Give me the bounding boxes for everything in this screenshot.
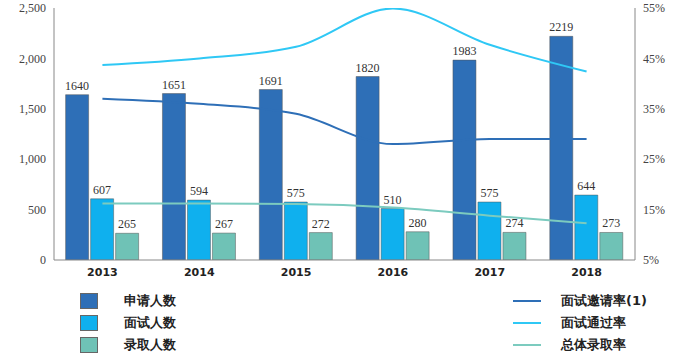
svg-text:273: 273 [602, 216, 620, 230]
html-text:录取人数: 录取人数 [124, 337, 176, 352]
svg-text:2014: 2014 [184, 266, 215, 279]
svg-text:575: 575 [287, 186, 305, 200]
svg-text:265: 265 [118, 217, 136, 231]
svg-text:55%: 55% [643, 1, 665, 15]
svg-text:2018: 2018 [571, 266, 602, 279]
svg-text:2013: 2013 [87, 266, 118, 279]
svg-text:644: 644 [577, 179, 595, 193]
svg-text:1651: 1651 [162, 78, 186, 92]
svg-text:1983: 1983 [452, 44, 476, 58]
svg-text:280: 280 [409, 216, 427, 230]
svg-text:2015: 2015 [281, 266, 312, 279]
html-text:面试人数: 面试人数 [124, 315, 176, 330]
svg-text:1,000: 1,000 [19, 152, 46, 166]
svg-text:510: 510 [384, 193, 402, 207]
svg-text:575: 575 [480, 186, 498, 200]
svg-text:2017: 2017 [474, 266, 505, 279]
svg-text:607: 607 [93, 183, 111, 197]
svg-text:35%: 35% [643, 102, 665, 116]
svg-text:2016: 2016 [378, 266, 409, 279]
svg-text:272: 272 [312, 217, 330, 231]
svg-text:1820: 1820 [356, 61, 380, 75]
svg-text:2219: 2219 [549, 20, 573, 34]
svg-text:500: 500 [28, 203, 46, 217]
svg-text:25%: 25% [643, 152, 665, 166]
svg-text:5%: 5% [643, 253, 659, 267]
svg-text:2,000: 2,000 [19, 52, 46, 66]
svg-text:2,500: 2,500 [19, 1, 46, 15]
html-text:面试通过率: 面试通过率 [561, 315, 627, 330]
svg-text:1640: 1640 [65, 79, 89, 93]
svg-text:1691: 1691 [259, 74, 283, 88]
html-text:总体录取率: 总体录取率 [561, 337, 627, 352]
svg-text:274: 274 [505, 216, 523, 230]
svg-text:1,500: 1,500 [19, 102, 46, 116]
svg-text:0: 0 [40, 253, 46, 267]
svg-text:267: 267 [215, 217, 233, 231]
svg-text:45%: 45% [643, 52, 665, 66]
svg-text:15%: 15% [643, 203, 665, 217]
html-text:面试邀请率(1): 面试邀请率(1) [561, 293, 647, 308]
html-text:申请人数: 申请人数 [124, 293, 176, 308]
svg-text:594: 594 [190, 184, 208, 198]
